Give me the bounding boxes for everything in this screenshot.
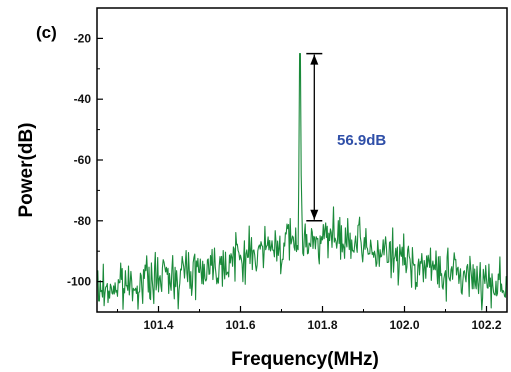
x-tick-label: 101.4 bbox=[143, 318, 173, 332]
y-tick-label: -20 bbox=[74, 31, 92, 45]
x-tick-label: 102.2 bbox=[471, 318, 501, 332]
annotation-arrowhead-top bbox=[310, 54, 319, 65]
x-axis-title: Frequency(MHz) bbox=[231, 349, 379, 370]
x-tick-label: 101.8 bbox=[307, 318, 337, 332]
y-tick-label: -80 bbox=[74, 214, 92, 228]
annotation-layer bbox=[306, 52, 323, 222]
plot-frame bbox=[96, 7, 508, 313]
x-axis-ticks: 101.4 101.6 101.8 102.0 102.2 bbox=[117, 306, 502, 332]
annotation-label: 56.9dB bbox=[337, 132, 386, 149]
series-layer bbox=[96, 53, 508, 311]
y-axis-ticks: -20 -40 -60 -80 -100 bbox=[67, 7, 103, 313]
annotation-arrowhead-bottom bbox=[310, 209, 319, 220]
panel-label: (c) bbox=[36, 23, 57, 42]
y-axis-title: Power(dB) bbox=[16, 123, 37, 218]
spectrum-trace bbox=[96, 53, 508, 311]
y-tick-label: -100 bbox=[67, 275, 91, 289]
x-tick-label: 101.6 bbox=[225, 318, 255, 332]
y-tick-label: -60 bbox=[74, 153, 92, 167]
y-tick-label: -40 bbox=[74, 92, 92, 106]
x-tick-label: 102.0 bbox=[389, 318, 419, 332]
